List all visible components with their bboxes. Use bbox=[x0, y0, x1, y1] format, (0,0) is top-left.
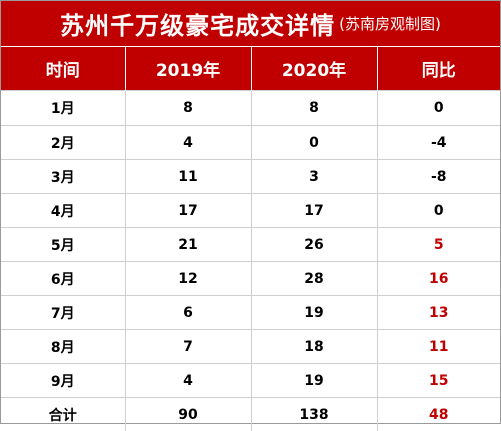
month-cell: 合计 bbox=[1, 398, 125, 431]
value-2020-cell: 8 bbox=[251, 91, 377, 126]
column-header-yoy: 同比 bbox=[377, 47, 500, 91]
value-2019-cell: 7 bbox=[125, 330, 251, 364]
value-2019-cell: 4 bbox=[125, 364, 251, 398]
column-header-2020: 2020年 bbox=[251, 47, 377, 91]
value-2019-cell: 6 bbox=[125, 296, 251, 330]
header-row: 时间 2019年 2020年 同比 bbox=[1, 47, 500, 91]
yoy-cell: -8 bbox=[377, 160, 500, 194]
title-bar: 苏州千万级豪宅成交详情 (苏南房观制图) bbox=[1, 1, 500, 47]
value-2020-cell: 18 bbox=[251, 330, 377, 364]
month-cell: 7月 bbox=[1, 296, 125, 330]
month-cell: 6月 bbox=[1, 262, 125, 296]
value-2020-cell: 19 bbox=[251, 296, 377, 330]
month-cell: 8月 bbox=[1, 330, 125, 364]
page-title: 苏州千万级豪宅成交详情 bbox=[60, 6, 335, 41]
yoy-cell: 5 bbox=[377, 228, 500, 262]
value-2019-cell: 4 bbox=[125, 126, 251, 160]
value-2020-cell: 26 bbox=[251, 228, 377, 262]
value-2019-cell: 12 bbox=[125, 262, 251, 296]
value-2020-cell: 138 bbox=[251, 398, 377, 431]
month-cell: 4月 bbox=[1, 194, 125, 228]
yoy-cell: 15 bbox=[377, 364, 500, 398]
yoy-cell: 16 bbox=[377, 262, 500, 296]
value-2019-cell: 17 bbox=[125, 194, 251, 228]
yoy-cell: 0 bbox=[377, 91, 500, 126]
yoy-cell: 13 bbox=[377, 296, 500, 330]
value-2020-cell: 0 bbox=[251, 126, 377, 160]
value-2019-cell: 8 bbox=[125, 91, 251, 126]
value-2020-cell: 3 bbox=[251, 160, 377, 194]
value-2019-cell: 21 bbox=[125, 228, 251, 262]
yoy-cell: 48 bbox=[377, 398, 500, 431]
value-2020-cell: 17 bbox=[251, 194, 377, 228]
month-cell: 1月 bbox=[1, 91, 125, 126]
value-2019-cell: 11 bbox=[125, 160, 251, 194]
month-cell: 2月 bbox=[1, 126, 125, 160]
value-2020-cell: 19 bbox=[251, 364, 377, 398]
yoy-cell: 11 bbox=[377, 330, 500, 364]
month-cell: 9月 bbox=[1, 364, 125, 398]
yoy-cell: 0 bbox=[377, 194, 500, 228]
source-note: (苏南房观制图) bbox=[339, 13, 441, 34]
yoy-cell: -4 bbox=[377, 126, 500, 160]
value-2019-cell: 90 bbox=[125, 398, 251, 431]
column-header-2019: 2019年 bbox=[125, 47, 251, 91]
month-cell: 3月 bbox=[1, 160, 125, 194]
month-cell: 5月 bbox=[1, 228, 125, 262]
column-header-time: 时间 bbox=[1, 47, 125, 91]
value-2020-cell: 28 bbox=[251, 262, 377, 296]
